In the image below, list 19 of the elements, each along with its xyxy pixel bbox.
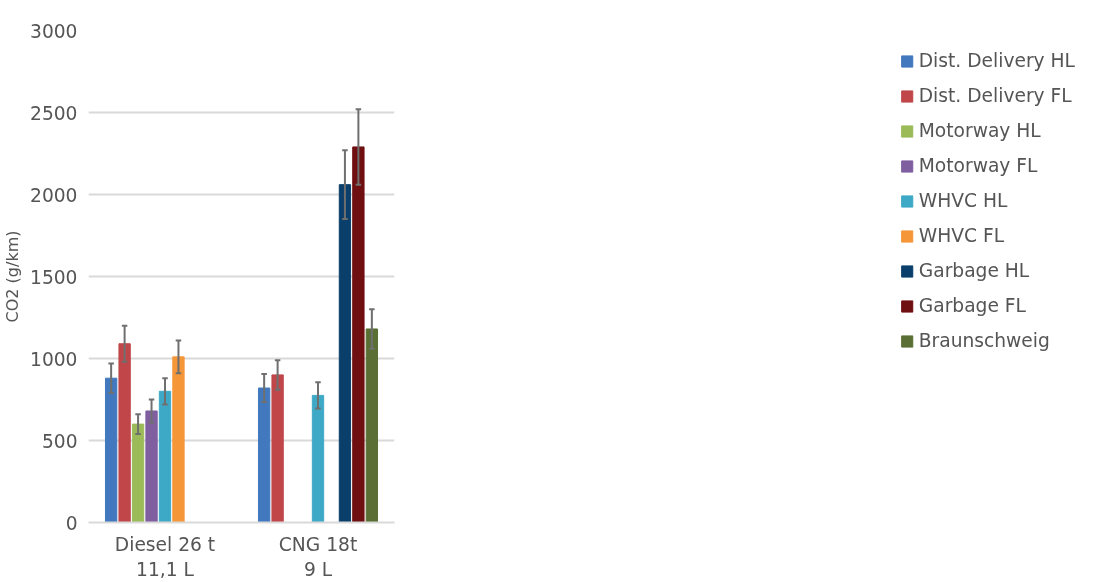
y-axis-title: CO2 (g/km) (3, 230, 23, 323)
y-tick-label: 0 (65, 512, 78, 534)
legend-label: WHVC HL (918, 190, 1008, 211)
legend-label: Garbage FL (918, 295, 1026, 316)
legend-label: Motorway FL (918, 155, 1038, 176)
legend-label: WHVC FL (918, 225, 1005, 246)
y-tick-label: 1000 (30, 348, 78, 370)
legend-label: Motorway HL (918, 120, 1041, 141)
legend-label: Dist. Delivery HL (918, 50, 1075, 71)
legend-label: Garbage HL (918, 260, 1030, 281)
legend-label: Braunschweig (918, 330, 1050, 351)
x-tick-label: CNG 18t 9 L (278, 533, 358, 580)
y-tick-label: 2500 (30, 102, 78, 124)
y-tick-label: 1500 (30, 266, 78, 288)
legend-label: Dist. Delivery FL (918, 85, 1072, 106)
y-tick-label: 3000 (30, 20, 78, 42)
x-tick-label: Diesel 26 t 11,1 L (114, 533, 216, 580)
y-tick-label: 500 (41, 430, 78, 452)
y-tick-label: 2000 (30, 184, 78, 206)
